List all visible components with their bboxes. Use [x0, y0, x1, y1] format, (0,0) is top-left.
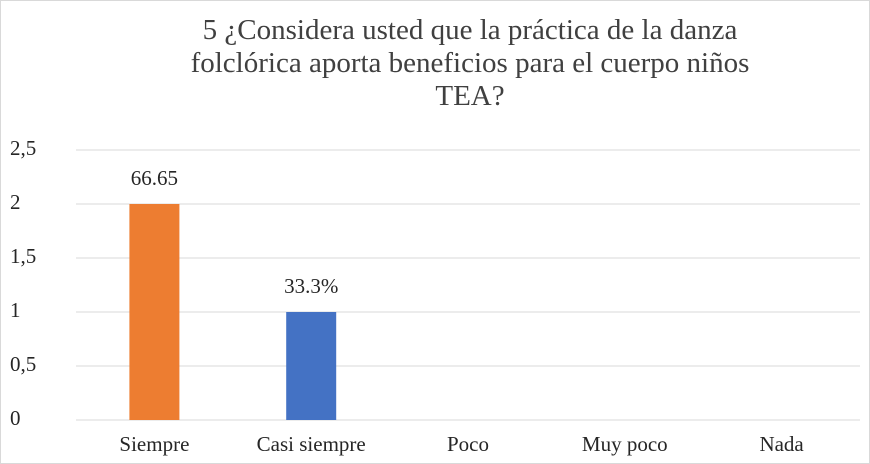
x-tick-label: Siempre — [119, 432, 189, 456]
x-tick-label: Muy poco — [582, 432, 668, 456]
x-tick-label: Poco — [447, 432, 489, 456]
y-tick-label: 2 — [10, 190, 21, 214]
y-tick-label: 0,5 — [10, 352, 36, 376]
bar — [129, 204, 180, 420]
y-tick-label: 2,5 — [10, 136, 36, 160]
x-tick-label: Casi siempre — [257, 432, 366, 456]
y-tick-label: 1,5 — [10, 244, 36, 268]
bar — [286, 312, 337, 420]
y-tick-label: 1 — [10, 298, 21, 322]
data-label: 33.3% — [284, 274, 338, 298]
x-tick-label: Nada — [759, 432, 804, 456]
y-tick-label: 0 — [10, 406, 21, 430]
chart-title: 5 ¿Considera usted que la práctica de la… — [190, 14, 750, 112]
data-label: 66.65 — [131, 166, 178, 190]
